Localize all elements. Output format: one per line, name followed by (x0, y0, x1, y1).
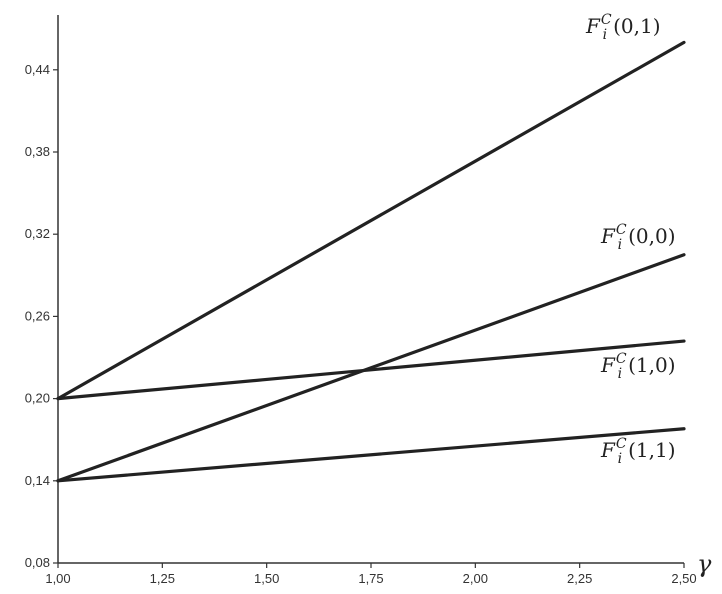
svg-text:FCi(0,1): FC i (0,1) (585, 12, 661, 43)
x-tick-label: 2,50 (671, 571, 696, 586)
svg-text:FCi(0,0): FC i (0,0) (600, 222, 676, 253)
series-labels: FC i (0,1) FC i (0,0) FC i (1,0) FC i (1,1) (585, 12, 676, 467)
y-tick-label: 0,32 (25, 226, 50, 241)
y-tick-label: 0,38 (25, 144, 50, 159)
y-tick-label: 0,26 (25, 308, 50, 323)
y-tick-label: 0,44 (25, 62, 50, 77)
series-label-11: FC i (1,1) (600, 436, 676, 467)
series-label-00: FC i (0,0) (600, 222, 676, 253)
series-line-11 (56, 427, 686, 483)
series-line-10 (56, 339, 686, 401)
y-tick-label: 0,14 (25, 473, 50, 488)
x-axis-label: γ (697, 550, 712, 578)
y-tick-label: 0,20 (25, 391, 50, 406)
x-tick-label: 2,00 (463, 571, 488, 586)
series-label-10: FC i (1,0) (600, 351, 676, 382)
x-tick-label: 1,25 (150, 571, 175, 586)
series-lines (56, 40, 686, 483)
series-line-01 (56, 40, 686, 401)
svg-text:FCi(1,1): FC i (1,1) (600, 436, 676, 467)
axes: 0,08 0,14 0,20 0,26 0,32 0,38 0,44 1,00 1,25 1,50… (25, 15, 712, 586)
x-tick-label: 1,50 (254, 571, 279, 586)
x-tick-label: 1,75 (358, 571, 383, 586)
y-tick-label: 0,08 (25, 555, 50, 570)
series-line-00 (56, 253, 686, 483)
svg-text:FCi(1,0): FC i (1,0) (600, 351, 676, 382)
series-label-01: FC i (0,1) (585, 12, 661, 43)
x-tick-label: 2,25 (567, 571, 592, 586)
x-tick-label: 1,00 (45, 571, 70, 586)
